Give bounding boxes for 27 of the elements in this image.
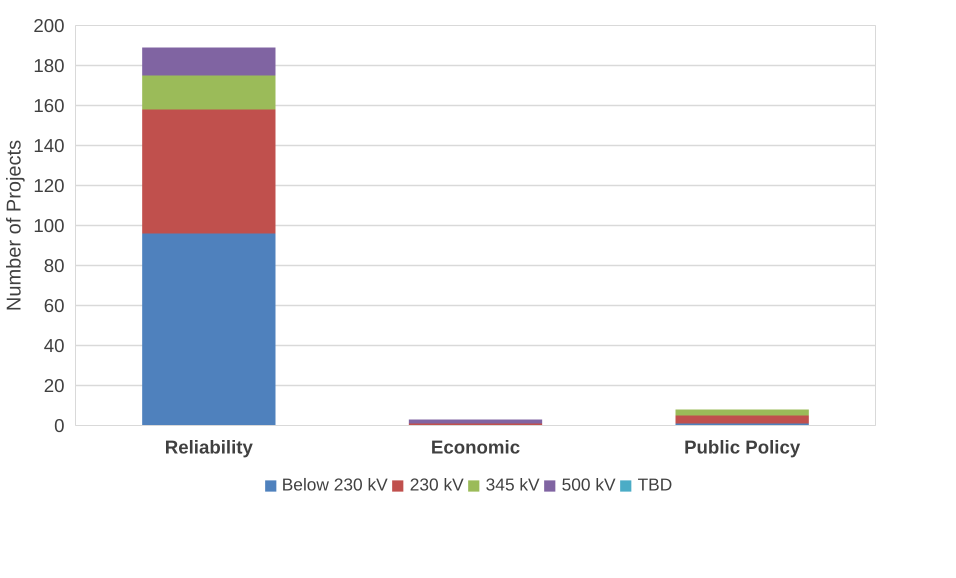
x-tick-label: Public Policy — [684, 436, 801, 458]
y-tick-label: 0 — [54, 415, 65, 436]
bar — [408, 420, 542, 424]
y-axis-title: Number of Projects — [3, 140, 26, 312]
y-tick-label: 40 — [44, 335, 65, 356]
legend-label: 500 kV — [562, 474, 616, 496]
y-tick-label: 80 — [44, 255, 65, 276]
bar — [142, 48, 276, 76]
x-tick-label: Economic — [430, 436, 520, 458]
bar — [676, 416, 809, 424]
y-tick-label: 20 — [44, 375, 65, 396]
bar — [142, 110, 276, 234]
y-tick-label: 200 — [33, 15, 65, 36]
y-tick-label: 120 — [33, 175, 65, 196]
bar — [676, 410, 809, 416]
legend-label: 345 kV — [486, 474, 540, 496]
y-tick-label: 160 — [33, 95, 65, 116]
x-tick-label: Reliability — [164, 436, 254, 458]
legend-label: Below 230 kV — [282, 474, 388, 496]
y-tick-label: 140 — [33, 135, 65, 156]
y-tick-label: 100 — [33, 215, 65, 236]
bar — [142, 234, 276, 426]
y-tick-label: 180 — [33, 55, 65, 76]
legend-label: TBD — [638, 474, 672, 496]
y-tick-label: 60 — [44, 295, 65, 316]
bar — [142, 76, 276, 110]
legend-label: 230 kV — [410, 474, 464, 496]
